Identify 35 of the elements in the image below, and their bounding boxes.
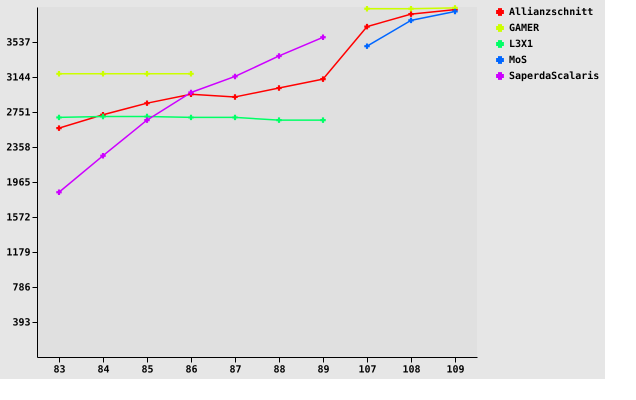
x-tick-label: 109: [446, 364, 465, 376]
point: [144, 100, 150, 106]
y-tick-label: 1179: [6, 248, 30, 258]
legend-label: Allianzschnitt: [509, 6, 594, 18]
x-tick-label: 108: [402, 364, 421, 376]
y-tick-label: 1965: [6, 178, 30, 188]
x-tick-label: 85: [141, 364, 154, 376]
point: [144, 71, 150, 77]
x-tick-label: 84: [97, 364, 110, 376]
point: [188, 71, 194, 77]
y-tick-label: 1572: [6, 212, 30, 224]
point: [364, 43, 370, 49]
point: [100, 152, 106, 158]
legend-label: MoS: [509, 55, 528, 66]
y-tick-label: 786: [12, 282, 30, 294]
x-tick-label: 87: [229, 364, 242, 376]
y-tick-label: 2751: [6, 108, 30, 118]
legend-label: GAMER: [509, 23, 540, 34]
x-tick-label: 88: [273, 364, 286, 376]
x-tick-label: 86: [185, 364, 198, 376]
x-tick-label: 89: [317, 364, 330, 376]
point: [100, 71, 106, 77]
point: [56, 190, 62, 195]
x-tick-label: 83: [53, 364, 66, 376]
legend-label: L3X1: [509, 39, 534, 50]
y-tick-label: 393: [12, 318, 30, 328]
y-tick-label: 3144: [6, 72, 30, 84]
y-tick-label: 2358: [6, 142, 30, 154]
point: [408, 6, 414, 12]
x-tick-label: 107: [358, 364, 377, 376]
point: [364, 6, 370, 12]
point: [56, 71, 62, 77]
legend-label: SaperdaScalaris: [509, 70, 600, 82]
point: [320, 34, 326, 40]
y-tick-label: 3537: [6, 38, 30, 48]
